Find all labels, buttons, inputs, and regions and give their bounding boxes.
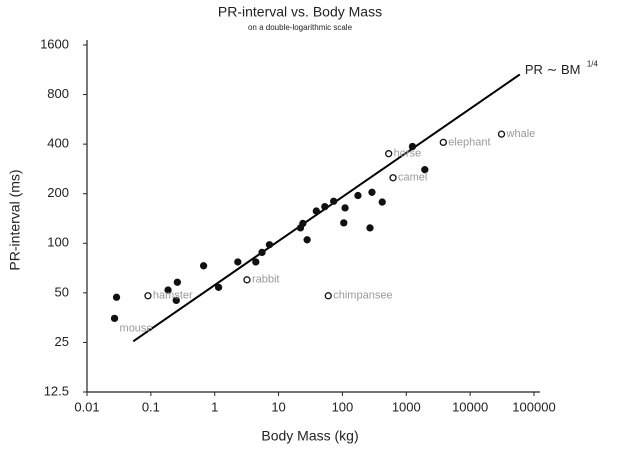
point [389, 174, 397, 182]
point [299, 219, 307, 228]
point [265, 241, 274, 249]
fit-label: PR ∼ BM [525, 62, 581, 77]
point [243, 276, 251, 284]
fit-exponent: 1/4 [587, 60, 599, 69]
point [408, 142, 417, 151]
point [421, 166, 429, 174]
y-tick-label: 50 [55, 284, 69, 299]
y-axis-label: PR-interval (ms) [7, 169, 23, 270]
x-axis-label: Body Mass (kg) [261, 428, 358, 444]
point [321, 202, 329, 211]
y-tick-label: 1600 [40, 36, 69, 51]
point [340, 219, 348, 227]
point [385, 150, 393, 158]
y-tick-label: 12.5 [44, 383, 69, 398]
point [439, 138, 447, 147]
x-tick-label: 10000 [452, 399, 488, 414]
chart-title: PR-interval vs. Body Mass [218, 4, 382, 20]
x-tick-label: 10 [271, 399, 285, 414]
point [324, 292, 332, 300]
point [110, 314, 119, 323]
point [164, 286, 172, 294]
point-label: whale [506, 128, 536, 140]
y-tick-label: 200 [47, 185, 69, 200]
point-label: elephant [448, 136, 490, 148]
x-tick-label: 100000 [512, 399, 555, 414]
point [172, 296, 180, 305]
point [144, 292, 152, 300]
x-tick-label: 1 [211, 399, 218, 414]
point [341, 204, 349, 212]
point [214, 283, 223, 292]
point [368, 188, 376, 196]
x-tick-label: 0.01 [74, 399, 99, 414]
point [252, 258, 260, 266]
y-tick-label: 800 [47, 86, 69, 101]
point [378, 198, 386, 206]
point [234, 258, 242, 266]
y-tick-label: 400 [47, 136, 69, 151]
point [312, 207, 320, 215]
point-label: hamster [153, 290, 193, 302]
point-label: chimpansee [333, 290, 392, 302]
x-tick-label: 0.1 [142, 399, 160, 414]
x-tick-label: 100 [332, 399, 354, 414]
point [354, 191, 362, 200]
point [173, 278, 182, 286]
point [497, 130, 506, 138]
point-label: camel [398, 172, 427, 184]
point-label: rabbit [252, 274, 280, 286]
point [112, 293, 121, 301]
chart-subtitle: on a double-logarithmic scale [248, 23, 353, 32]
y-tick-label: 100 [47, 235, 69, 250]
point-label: mouse [120, 322, 153, 334]
point [366, 224, 374, 232]
point-label: horse [394, 148, 422, 160]
point [258, 248, 266, 257]
point [199, 262, 208, 270]
x-tick-label: 1000 [392, 399, 421, 414]
y-tick-label: 25 [55, 334, 69, 349]
point [330, 197, 338, 205]
point [303, 236, 311, 244]
